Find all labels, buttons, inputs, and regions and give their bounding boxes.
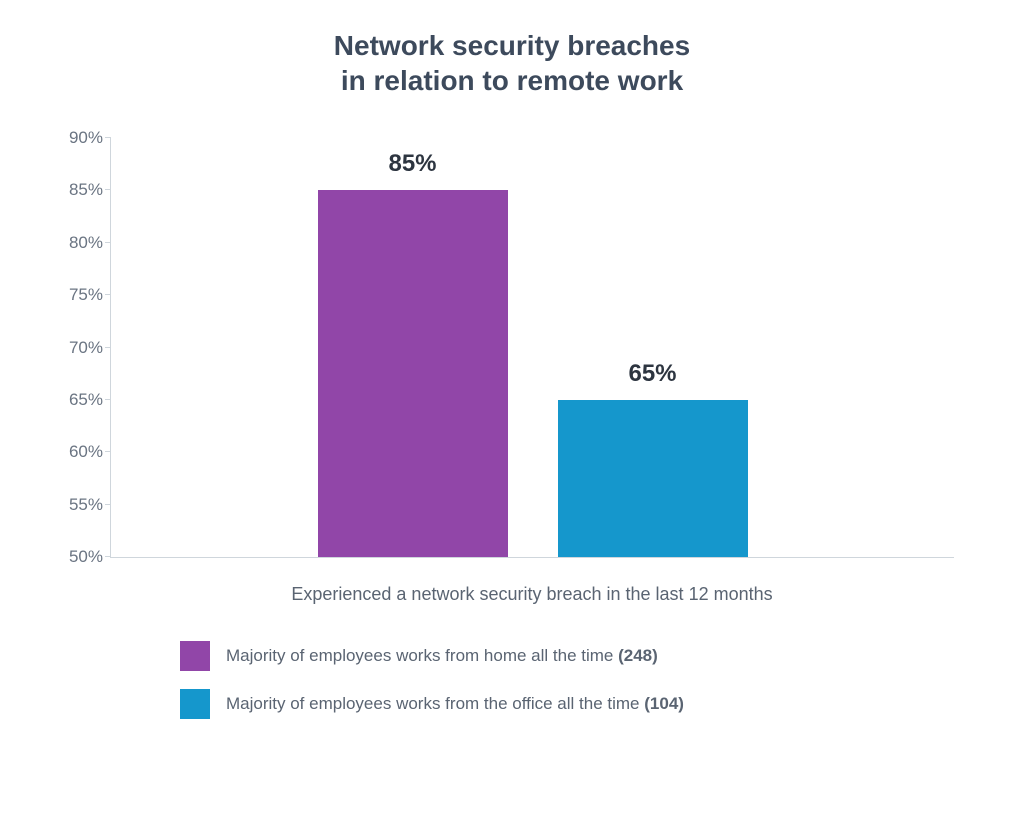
y-tick-label: 70% (49, 338, 103, 358)
y-tick-mark (105, 189, 111, 190)
y-tick-mark (105, 242, 111, 243)
bar-value-label: 85% (318, 150, 508, 178)
x-axis-caption: Experienced a network security breach in… (110, 584, 954, 605)
bar-value-label: 65% (558, 360, 748, 388)
y-tick-mark (105, 294, 111, 295)
plot-region: 85%65% 50%55%60%65%70%75%80%85%90% (110, 138, 954, 558)
legend-text: Majority of employees works from the off… (226, 694, 684, 714)
y-tick-label: 75% (49, 285, 103, 305)
y-tick-label: 60% (49, 442, 103, 462)
y-tick-label: 50% (49, 547, 103, 567)
bars-group: 85% 65% (111, 138, 954, 557)
legend-text: Majority of employees works from home al… (226, 646, 658, 666)
y-tick-mark (105, 504, 111, 505)
y-tick-mark (105, 399, 111, 400)
legend-swatch (180, 641, 210, 671)
y-tick-label: 65% (49, 390, 103, 410)
legend-item: Majority of employees works from home al… (180, 641, 984, 671)
legend-item: Majority of employees works from the off… (180, 689, 984, 719)
chart-container: Network security breachesin relation to … (0, 0, 1024, 816)
y-tick-label: 85% (49, 180, 103, 200)
bar-slot: 85% (318, 138, 508, 557)
bar (558, 400, 748, 557)
y-tick-mark (105, 347, 111, 348)
legend-count: (248) (618, 646, 658, 665)
y-tick-label: 55% (49, 495, 103, 515)
legend: Majority of employees works from home al… (180, 641, 984, 719)
chart-plot-area: 85%65% 50%55%60%65%70%75%80%85%90% (110, 138, 954, 558)
y-tick-label: 80% (49, 233, 103, 253)
y-tick-mark (105, 451, 111, 452)
y-tick-mark (105, 556, 111, 557)
chart-title: Network security breachesin relation to … (40, 28, 984, 98)
bar-slot: 65% (558, 138, 748, 557)
chart-body: 85%65% 50%55%60%65%70%75%80%85%90% Exper… (40, 138, 984, 796)
legend-swatch (180, 689, 210, 719)
y-tick-label: 90% (49, 128, 103, 148)
legend-count: (104) (644, 694, 684, 713)
y-tick-mark (105, 137, 111, 138)
bar (318, 190, 508, 557)
